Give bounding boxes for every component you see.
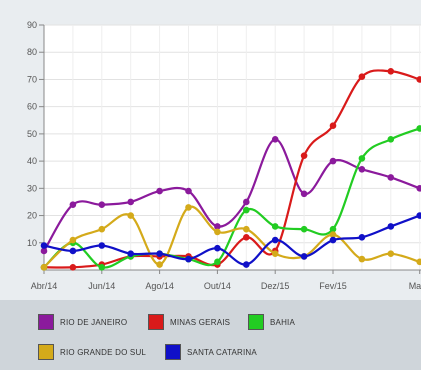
legend-label: SANTA CATARINA <box>187 347 257 357</box>
legend: RIO DE JANEIRO MINAS GERAIS BAHIA RIO GR… <box>0 300 421 370</box>
data-point[interactable] <box>329 231 337 238</box>
data-point[interactable] <box>358 73 366 81</box>
axes <box>39 24 421 274</box>
data-point[interactable] <box>271 236 279 244</box>
y-tick-label: 60 <box>27 102 37 112</box>
x-tick-label: Ago/14 <box>145 281 174 291</box>
x-tick-label: Jun/14 <box>88 281 115 291</box>
data-point[interactable] <box>69 236 77 244</box>
data-point[interactable] <box>387 223 395 230</box>
data-point[interactable] <box>358 155 366 162</box>
data-point[interactable] <box>300 225 308 233</box>
data-point[interactable] <box>243 225 250 233</box>
y-tick-label: 40 <box>27 156 37 166</box>
y-tick-label: 20 <box>27 211 37 221</box>
data-point[interactable] <box>243 261 250 268</box>
legend-label: RIO DE JANEIRO <box>60 317 128 327</box>
data-point[interactable] <box>416 212 421 219</box>
data-point[interactable] <box>358 165 366 173</box>
x-tick-label: Fev/15 <box>319 281 347 291</box>
data-point[interactable] <box>69 201 77 208</box>
series-line-rio-grande-do-sul <box>43 205 421 269</box>
data-point[interactable] <box>271 136 279 143</box>
y-tick-label: 10 <box>27 238 37 248</box>
data-point[interactable] <box>329 122 337 130</box>
series-group <box>40 67 421 271</box>
legend-label: MINAS GERAIS <box>170 317 231 327</box>
data-point[interactable] <box>185 255 192 263</box>
data-point[interactable] <box>358 255 366 263</box>
data-point[interactable] <box>40 247 48 255</box>
data-point[interactable] <box>40 263 48 271</box>
data-point[interactable] <box>214 244 221 252</box>
data-point[interactable] <box>387 250 395 257</box>
legend-item-rio-de-janeiro[interactable]: RIO DE JANEIRO <box>38 314 127 330</box>
data-point[interactable] <box>40 242 48 249</box>
data-point[interactable] <box>300 190 308 198</box>
legend-label: RIO GRANDE DO SUL <box>60 347 147 357</box>
legend-swatch <box>248 314 264 330</box>
data-point[interactable] <box>387 174 395 181</box>
data-point[interactable] <box>127 198 134 206</box>
x-tick-label: Mai/1 <box>409 281 421 291</box>
data-point[interactable] <box>214 228 221 236</box>
data-point[interactable] <box>214 258 221 266</box>
data-point[interactable] <box>329 225 337 233</box>
data-point[interactable] <box>214 223 221 230</box>
data-point[interactable] <box>69 263 77 271</box>
x-tick-label: Abr/14 <box>31 281 58 291</box>
series-line-minas-gerais <box>43 69 421 269</box>
legend-label: BAHIA <box>270 317 296 327</box>
data-point[interactable] <box>156 187 163 195</box>
data-point[interactable] <box>416 125 421 132</box>
data-point[interactable] <box>156 250 163 257</box>
y-tick-label: 90 <box>27 20 37 30</box>
data-point[interactable] <box>416 185 421 192</box>
y-tick-label: 50 <box>27 129 37 139</box>
x-tick-label: Dez/15 <box>261 281 290 291</box>
legend-item-santa-catarina[interactable]: SANTA CATARINA <box>165 344 257 360</box>
legend-swatch <box>148 314 164 330</box>
data-point[interactable] <box>271 250 279 257</box>
legend-item-minas-gerais[interactable]: MINAS GERAIS <box>148 314 230 330</box>
data-point[interactable] <box>185 187 192 195</box>
series-rio-grande-do-sul <box>40 204 421 271</box>
data-point[interactable] <box>243 234 250 241</box>
data-point[interactable] <box>416 258 421 266</box>
tick-labels: 10 20 30 40 50 60 70 80 90 Abr/14 Jun/14 Ago/14 Out/… <box>27 20 421 291</box>
x-tick-label: Out/14 <box>204 281 231 291</box>
data-point[interactable] <box>300 152 308 159</box>
data-point[interactable] <box>387 136 395 143</box>
series-santa-catarina <box>40 212 421 268</box>
data-point[interactable] <box>300 253 308 260</box>
legend-item-bahia[interactable]: BAHIA <box>248 314 295 330</box>
y-tick-label: 30 <box>27 183 37 193</box>
data-point[interactable] <box>271 223 279 230</box>
y-tick-label: 80 <box>27 47 37 57</box>
data-point[interactable] <box>358 234 366 241</box>
data-point[interactable] <box>329 236 337 244</box>
line-chart: 10 20 30 40 50 60 70 80 90 Abr/14 Jun/14 Ago/14 Out/… <box>26 20 421 291</box>
data-point[interactable] <box>98 242 106 249</box>
data-point[interactable] <box>387 67 395 75</box>
legend-swatch <box>165 344 181 360</box>
legend-swatch <box>38 344 54 360</box>
legend-item-rio-grande-do-sul[interactable]: RIO GRANDE DO SUL <box>38 344 146 360</box>
data-point[interactable] <box>98 225 106 233</box>
data-point[interactable] <box>127 250 134 257</box>
legend-swatch <box>38 314 54 330</box>
data-point[interactable] <box>127 212 134 219</box>
y-tick-label: 70 <box>27 74 37 84</box>
data-point[interactable] <box>243 206 250 214</box>
data-point[interactable] <box>416 76 421 83</box>
data-point[interactable] <box>185 204 192 211</box>
data-point[interactable] <box>98 263 106 271</box>
data-point[interactable] <box>98 201 106 208</box>
data-point[interactable] <box>156 261 163 268</box>
data-point[interactable] <box>69 247 77 255</box>
data-point[interactable] <box>329 157 337 165</box>
data-point[interactable] <box>243 198 250 206</box>
